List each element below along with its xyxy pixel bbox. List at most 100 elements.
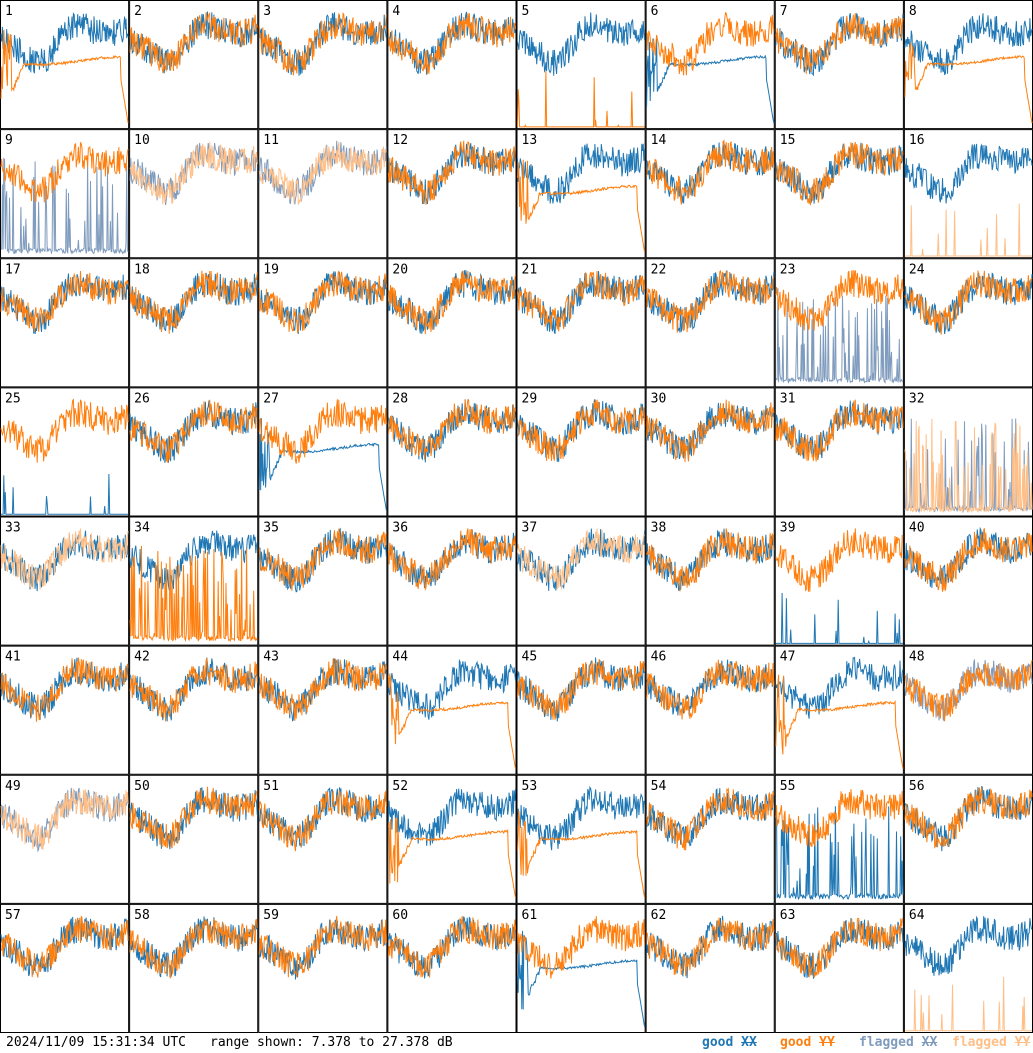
series-yy-49 — [0, 788, 129, 850]
panel-frame — [129, 129, 259, 259]
series-xx-14 — [646, 141, 775, 204]
series-yy-38 — [646, 528, 775, 592]
panel-label: 30 — [651, 391, 667, 406]
panel-label: 46 — [651, 650, 667, 665]
panel-frame — [0, 516, 130, 646]
legend-good-yy: good YY — [780, 1035, 835, 1050]
panel-label: 4 — [392, 4, 400, 19]
panel-label: 25 — [5, 391, 21, 406]
panel-2: 2 — [129, 0, 259, 130]
series-xx-1 — [0, 12, 129, 74]
panel-42: 42 — [129, 645, 259, 775]
panel-56: 56 — [903, 774, 1033, 904]
series-yy-34 — [129, 545, 258, 643]
panel-label: 18 — [134, 262, 150, 277]
series-xx-61 — [517, 930, 646, 1027]
panel-label: 27 — [263, 391, 279, 406]
series-yy-36 — [387, 528, 516, 591]
panel-label: 28 — [392, 391, 408, 406]
panel-frame — [645, 129, 775, 259]
series-yy-17 — [0, 270, 129, 332]
panel-frame — [903, 645, 1033, 775]
series-yy-47 — [775, 674, 904, 769]
panel-label: 23 — [780, 262, 796, 277]
series-xx-13 — [517, 143, 646, 204]
panel-label: 58 — [134, 908, 150, 923]
series-yy-20 — [387, 270, 516, 335]
panel-19: 19 — [258, 258, 388, 388]
panel-23: 23 — [774, 258, 904, 388]
panel-label: 43 — [263, 650, 279, 665]
panel-label: 22 — [651, 262, 667, 277]
series-yy-56 — [904, 787, 1033, 849]
series-xx-52 — [387, 788, 516, 846]
series-yy-2 — [129, 11, 258, 74]
panel-frame — [0, 0, 130, 130]
panel-31: 31 — [774, 387, 904, 517]
panel-label: 37 — [522, 521, 538, 536]
series-yy-62 — [646, 917, 775, 977]
panel-label: 6 — [651, 4, 659, 19]
panel-frame — [0, 645, 130, 775]
series-yy-29 — [517, 399, 646, 462]
series-yy-19 — [258, 270, 387, 334]
panel-36: 36 — [387, 516, 517, 646]
series-yy-37 — [517, 528, 645, 590]
panel-32: 32 — [903, 387, 1033, 517]
panel-51: 51 — [258, 774, 388, 904]
series-yy-14 — [646, 139, 775, 205]
panel-label: 11 — [263, 133, 279, 148]
series-xx-59 — [258, 919, 387, 980]
panel-label: 16 — [909, 133, 925, 148]
panel-frame — [516, 0, 646, 130]
series-xx-25 — [1, 473, 129, 515]
panel-label: 51 — [263, 779, 279, 794]
panel-64: 64 — [903, 903, 1033, 1033]
panel-frame — [387, 516, 517, 646]
panel-frame — [516, 258, 646, 388]
panel-frame — [129, 0, 259, 130]
panel-frame — [645, 0, 775, 130]
panel-39: 39 — [774, 516, 904, 646]
panel-label: 13 — [522, 133, 538, 148]
panel-label: 35 — [263, 521, 279, 536]
series-yy-55 — [775, 789, 904, 848]
panel-43: 43 — [258, 645, 388, 775]
series-yy-3 — [258, 12, 387, 76]
panel-13: 13 — [516, 129, 646, 259]
panel-49: 49 — [0, 774, 130, 904]
series-yy-11 — [258, 142, 387, 206]
panel-63: 63 — [774, 903, 904, 1033]
series-yy-18 — [129, 270, 258, 334]
panel-label: 44 — [392, 650, 408, 665]
panel-label: 21 — [522, 262, 538, 277]
panel-label: 10 — [134, 133, 150, 148]
series-yy-1 — [0, 29, 129, 124]
panel-frame — [0, 387, 130, 517]
panel-48: 48 — [903, 645, 1033, 775]
series-yy-16 — [904, 203, 1032, 257]
panel-22: 22 — [645, 258, 775, 388]
panel-frame — [774, 903, 904, 1033]
panel-frame — [903, 0, 1033, 130]
legend-flagged-yy: flagged YY — [952, 1035, 1031, 1050]
series-yy-5 — [517, 71, 645, 128]
panel-53: 53 — [516, 774, 646, 904]
series-yy-63 — [775, 917, 904, 978]
series-xx-39 — [775, 592, 903, 644]
panel-label: 20 — [392, 262, 408, 277]
panel-37: 37 — [516, 516, 646, 646]
series-xx-44 — [387, 658, 516, 720]
series-xx-47 — [775, 656, 904, 719]
series-yy-12 — [387, 140, 516, 205]
series-xx-54 — [646, 788, 775, 848]
panel-label: 26 — [134, 391, 150, 406]
panel-frame — [0, 258, 130, 388]
panel-62: 62 — [645, 903, 775, 1033]
series-yy-25 — [0, 398, 129, 463]
series-yy-23 — [775, 269, 904, 332]
panel-9: 9 — [0, 129, 130, 259]
panel-label: 64 — [909, 908, 925, 923]
panel-15: 15 — [774, 129, 904, 259]
